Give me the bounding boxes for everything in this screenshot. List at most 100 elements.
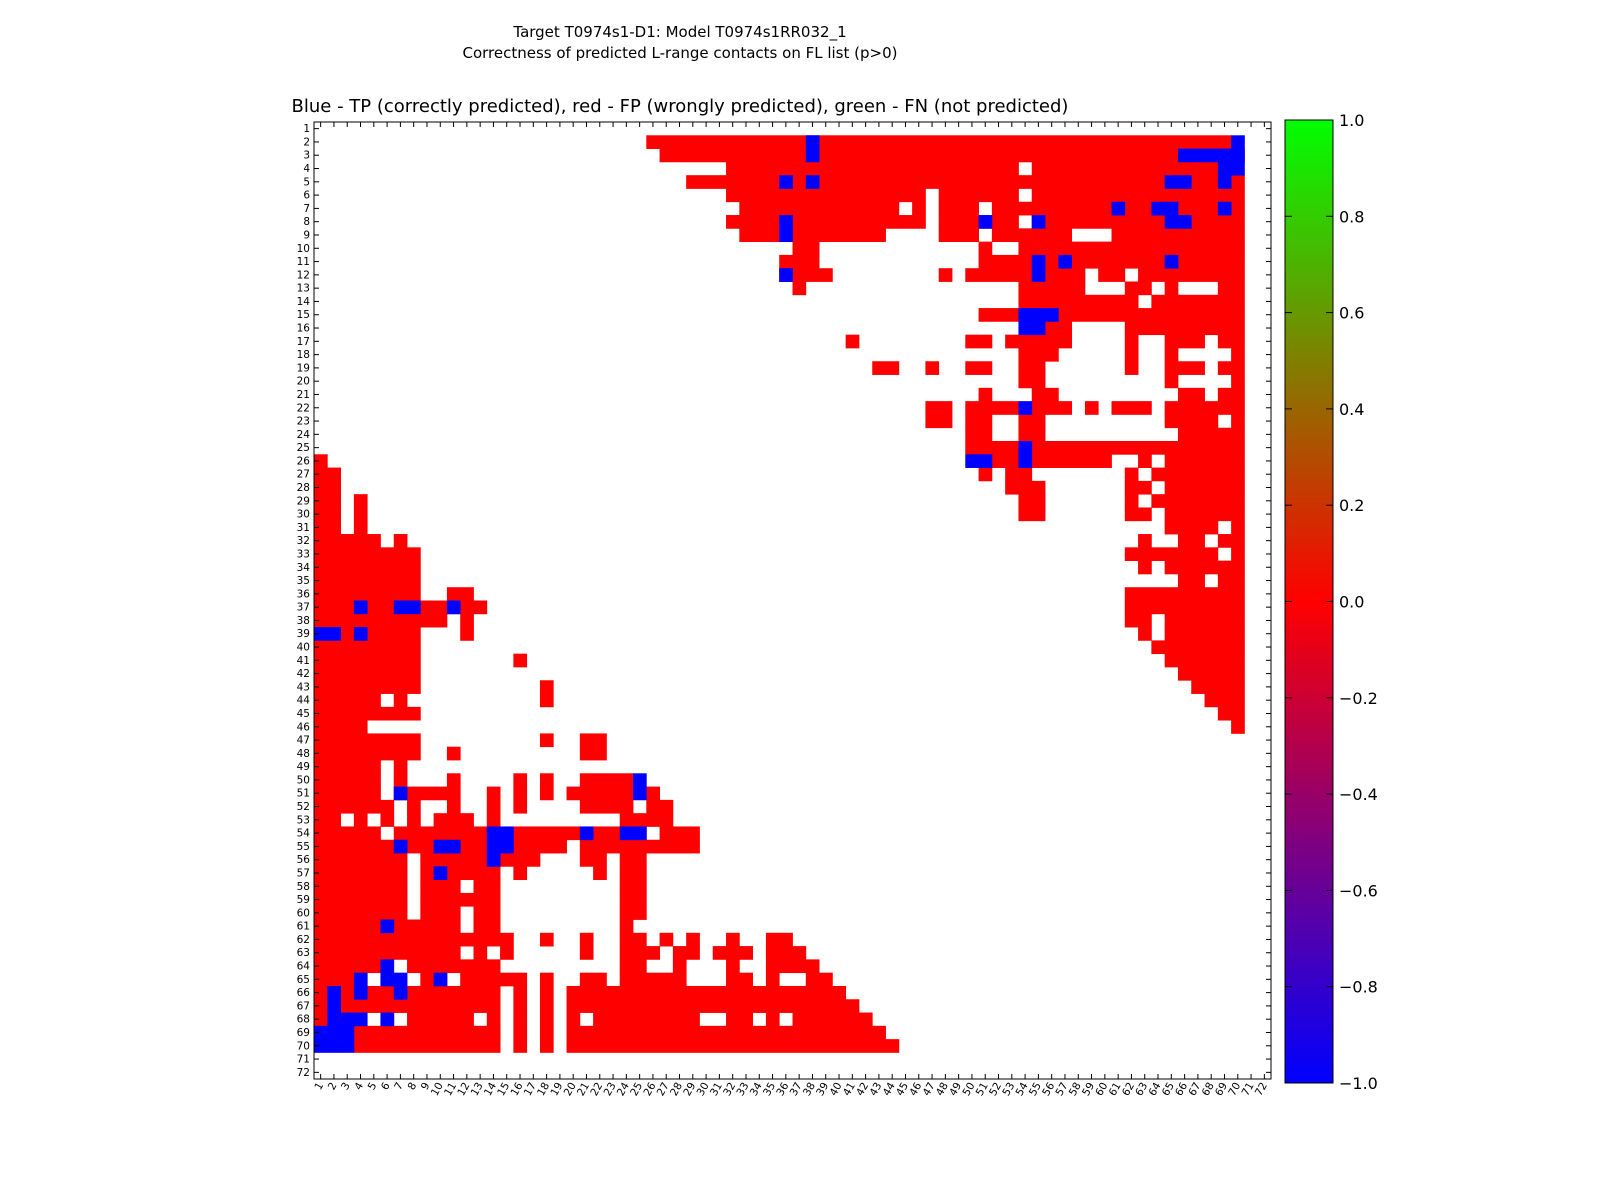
tp-cell (779, 215, 793, 229)
y-tick-label: 11 (297, 256, 310, 268)
fp-cell (579, 972, 607, 987)
fp-cell (314, 706, 421, 721)
y-tick-label: 43 (297, 681, 310, 693)
fp-cell (314, 746, 421, 761)
fp-cell (1164, 401, 1245, 415)
fp-cell (619, 906, 647, 920)
fp-cell (739, 228, 886, 243)
fp-cell (965, 414, 993, 429)
tp-cell (1204, 148, 1219, 163)
fp-cell (686, 175, 1245, 189)
fp-cell (1124, 507, 1152, 522)
x-tick-label: 70 (1226, 1081, 1243, 1099)
fp-cell (566, 786, 634, 801)
x-tick-label: 26 (641, 1080, 658, 1098)
colorbar-tick-label: −0.8 (1339, 978, 1378, 997)
tp-cell (393, 839, 408, 854)
tp-cell (353, 627, 368, 641)
colorbar-tick-label: −0.2 (1339, 689, 1378, 708)
fp-cell (619, 932, 647, 947)
y-tick-label: 5 (303, 176, 310, 188)
fp-cell (473, 919, 501, 934)
tp-cell (805, 135, 820, 149)
y-tick-label: 51 (297, 788, 310, 800)
fp-cell (792, 241, 820, 256)
y-tick-label: 32 (297, 535, 310, 547)
fp-cell (340, 985, 355, 1000)
y-tick-label: 28 (297, 482, 310, 494)
fp-cell (1151, 467, 1245, 482)
y-tick-label: 34 (297, 562, 311, 574)
y-tick-label: 7 (303, 203, 310, 215)
tp-cell (486, 853, 501, 867)
y-tick-label: 4 (303, 163, 310, 175)
fp-cell (1217, 534, 1245, 548)
fp-cell (991, 228, 1073, 243)
y-tick-label: 54 (297, 828, 311, 840)
fp-cell (314, 720, 368, 734)
fp-cell (1138, 454, 1152, 468)
y-tick-label: 19 (297, 362, 310, 374)
x-tick-label: 12 (455, 1081, 472, 1099)
x-tick-label: 25 (628, 1081, 645, 1099)
fp-cell (420, 892, 474, 907)
y-tick-label: 12 (297, 269, 310, 281)
fp-cell (1231, 720, 1245, 734)
fp-cell (513, 999, 528, 1013)
x-tick-label: 66 (1173, 1080, 1190, 1098)
colorbar-tick-label: −0.4 (1339, 785, 1378, 804)
x-tick-label: 46 (907, 1080, 924, 1098)
fp-cell (965, 268, 1086, 282)
fp-cell (314, 853, 408, 867)
fp-cell (393, 773, 408, 787)
fp-cell (619, 853, 647, 867)
fp-cell (1031, 215, 1245, 229)
x-tick-label: 22 (588, 1081, 605, 1099)
y-tick-label: 20 (297, 376, 310, 388)
axis-ticks: 1122334455667788991010111112121313141415… (297, 122, 1271, 1098)
tp-cell (393, 600, 408, 615)
fp-cell (1031, 441, 1245, 455)
tp-cell (1164, 201, 1179, 216)
y-tick-label: 61 (297, 921, 310, 933)
fp-cell (314, 839, 395, 854)
fp-cell (1231, 347, 1245, 362)
plot-frame (313, 121, 1272, 1080)
x-tick-label: 56 (1040, 1080, 1057, 1098)
tp-cell (1231, 135, 1245, 149)
x-tick-label: 23 (602, 1081, 619, 1099)
tp-cell (1018, 441, 1033, 455)
fp-cell (619, 972, 687, 987)
x-tick-label: 50 (960, 1081, 977, 1099)
chart-title-line2: Correctness of predicted L-range contact… (462, 44, 898, 62)
x-tick-label: 42 (854, 1081, 871, 1099)
plot-subtitle: Blue - TP (correctly predicted), red - F… (291, 96, 1069, 117)
y-tick-label: 55 (297, 841, 310, 853)
y-tick-label: 40 (297, 642, 310, 654)
fp-cell (539, 1025, 554, 1040)
fp-cell (539, 999, 554, 1013)
fp-cell (446, 799, 461, 814)
fp-cell (1151, 294, 1245, 309)
y-tick-label: 36 (297, 588, 311, 600)
y-tick-label: 71 (297, 1054, 310, 1066)
fp-cell (314, 786, 381, 801)
tp-cell (965, 454, 979, 468)
fp-cell (579, 746, 607, 761)
fp-cell (1164, 454, 1245, 468)
tp-cell (393, 972, 408, 987)
fp-cell (579, 733, 607, 748)
fp-cell (1005, 467, 1033, 482)
tp-cell (340, 1012, 355, 1027)
fp-cell (619, 813, 674, 827)
y-tick-label: 72 (297, 1067, 310, 1079)
fp-cell (314, 919, 395, 934)
tp-cell (327, 999, 341, 1013)
fp-cell (314, 507, 341, 522)
y-tick-label: 3 (303, 150, 310, 162)
y-tick-label: 23 (297, 416, 310, 428)
tp-cell (327, 985, 341, 1000)
fp-cell (1084, 401, 1099, 415)
y-tick-label: 22 (297, 402, 310, 414)
x-tick-label: 41 (841, 1081, 858, 1099)
